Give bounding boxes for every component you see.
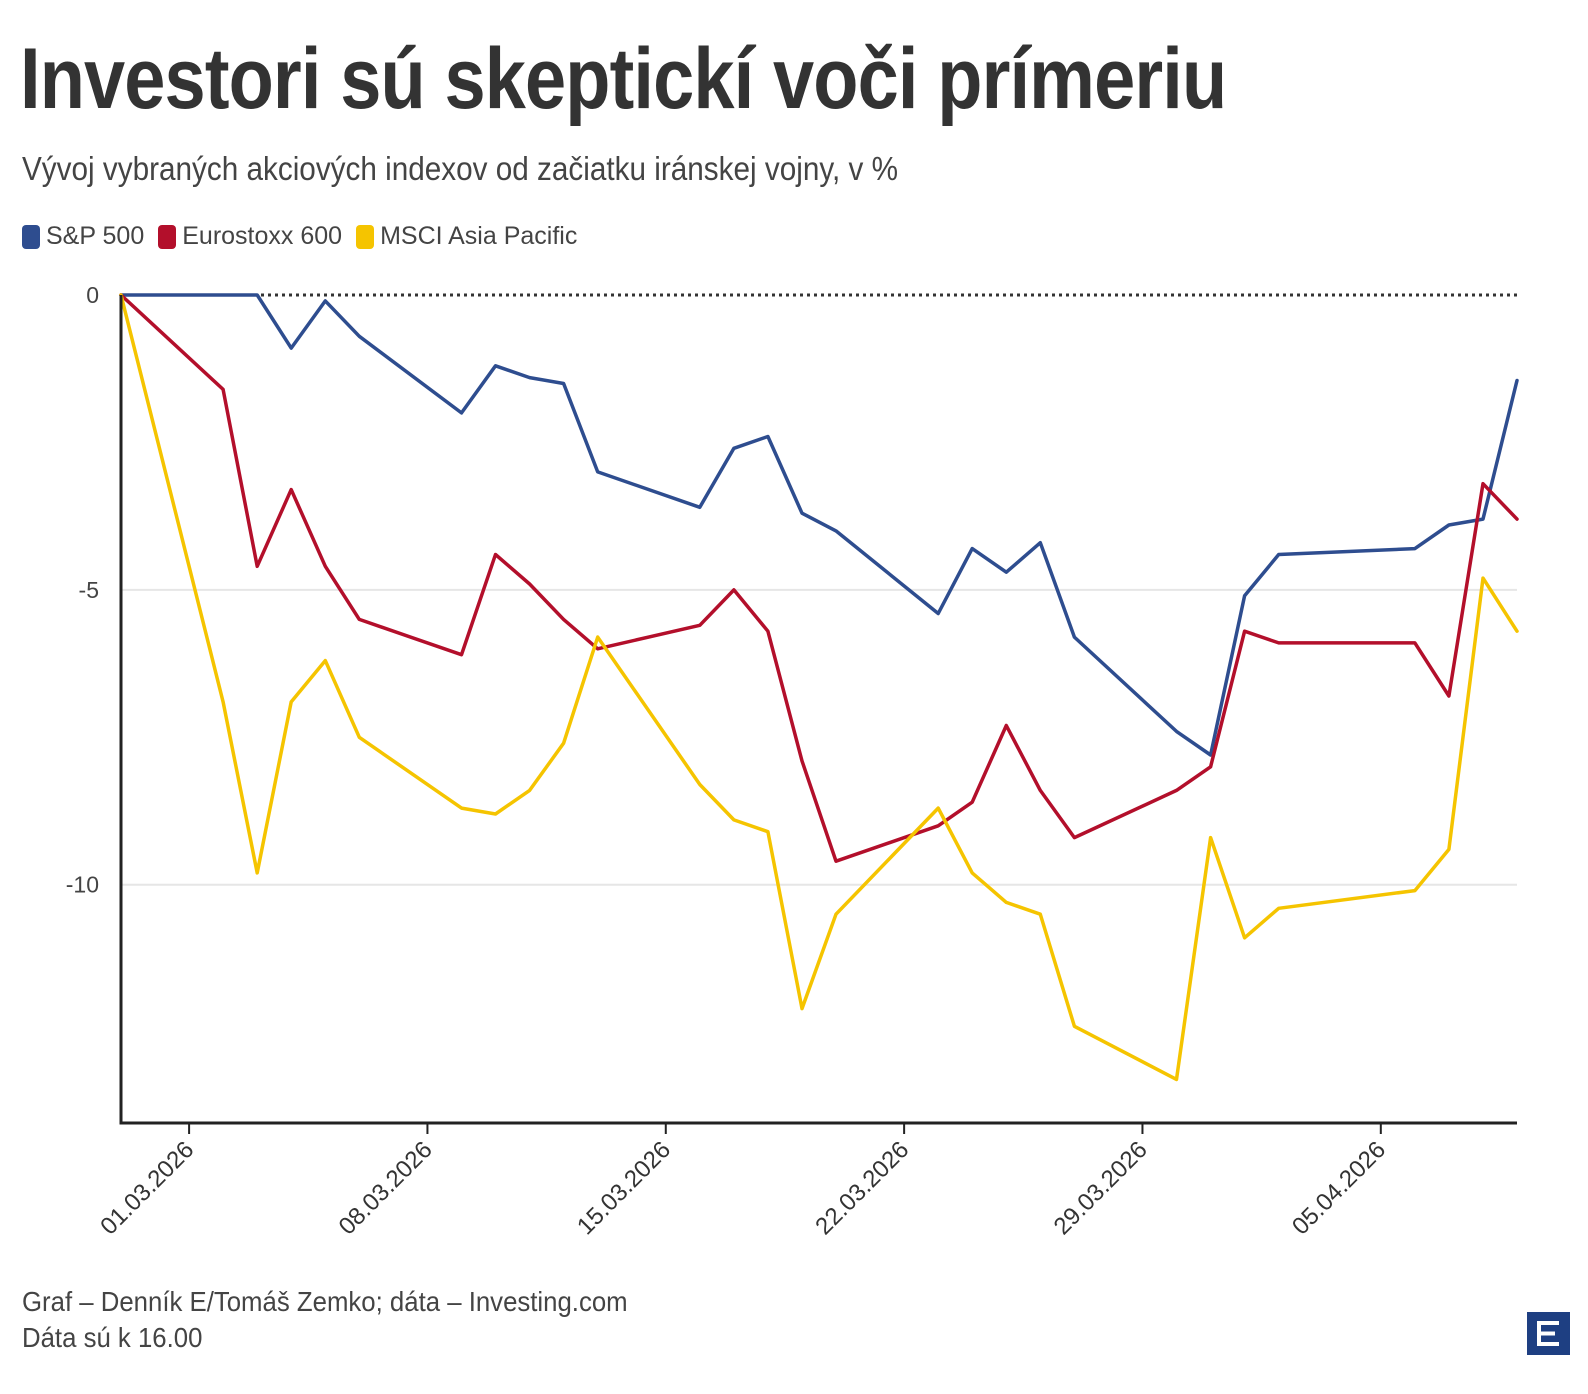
legend-swatch-sp500 bbox=[22, 224, 40, 249]
chart-subtitle: Vývoj vybraných akciových indexov od zač… bbox=[22, 150, 898, 187]
x-tick-label: 22.03.2026 bbox=[810, 1136, 914, 1240]
legend-item-eurostoxx: Eurostoxx 600 bbox=[158, 222, 342, 251]
legend-item-sp500: S&P 500 bbox=[22, 222, 144, 251]
x-tick-label: 08.03.2026 bbox=[334, 1136, 438, 1240]
line-chart: 0 -5 -10 01.03.2026 08.03.2026 15.03.2026 22.0… bbox=[66, 282, 1519, 1240]
legend-label-msci: MSCI Asia Pacific bbox=[380, 222, 578, 250]
x-tick-label: 05.04.2026 bbox=[1287, 1136, 1391, 1240]
legend-item-msci: MSCI Asia Pacific bbox=[356, 222, 577, 251]
chart-title: Investori sú skeptickí voči prímeriu bbox=[20, 31, 1227, 127]
legend-label-eurostoxx: Eurostoxx 600 bbox=[182, 222, 343, 250]
source-credit: Graf – Denník E/Tomáš Zemko; dáta – Inve… bbox=[22, 1286, 628, 1317]
legend: S&P 500 Eurostoxx 600 MSCI Asia Pacific bbox=[22, 222, 577, 251]
legend-swatch-eurostoxx bbox=[158, 224, 177, 249]
y-tick-label: -10 bbox=[66, 872, 99, 898]
series-line-s-p-500 bbox=[119, 293, 1519, 757]
y-tick-label: -5 bbox=[79, 577, 99, 603]
x-tick-label: 01.03.2026 bbox=[95, 1136, 199, 1240]
data-timestamp-note: Dáta sú k 16.00 bbox=[22, 1322, 203, 1353]
footer: Graf – Denník E/Tomáš Zemko; dáta – Inve… bbox=[22, 1284, 628, 1356]
y-tick-label: 0 bbox=[86, 282, 99, 308]
x-tick-label: 15.03.2026 bbox=[572, 1136, 676, 1240]
x-tick-label: 29.03.2026 bbox=[1049, 1136, 1153, 1240]
legend-label-sp500: S&P 500 bbox=[46, 222, 145, 250]
series-line-eurostoxx-600 bbox=[119, 293, 1519, 863]
series-line-msci-asia-pacific bbox=[119, 293, 1519, 1082]
e-logo-icon bbox=[1527, 1312, 1570, 1355]
legend-swatch-msci bbox=[356, 224, 375, 249]
